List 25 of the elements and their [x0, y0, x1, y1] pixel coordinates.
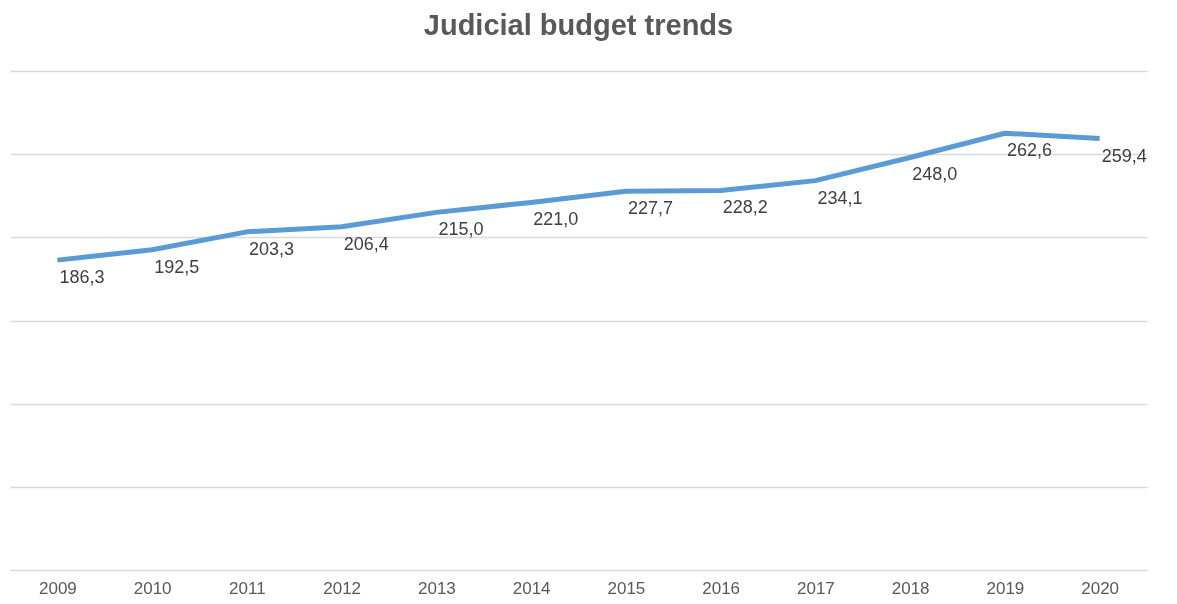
data-label: 259,4 [1101, 145, 1147, 166]
data-label: 228,2 [722, 197, 768, 218]
data-label: 221,0 [533, 209, 579, 230]
x-tick-label: 2020 [1081, 578, 1120, 598]
data-label: 248,0 [912, 164, 958, 185]
x-tick-label: 2017 [796, 578, 835, 598]
x-tick-label: 2012 [323, 578, 362, 598]
data-label: 215,0 [438, 219, 484, 240]
chart-title: Judicial budget trends [423, 9, 734, 41]
data-label: 186,3 [59, 267, 105, 288]
data-label: 227,7 [627, 198, 673, 219]
data-label: 192,5 [154, 256, 200, 277]
data-label: 203,3 [248, 238, 294, 259]
data-label: 262,6 [1006, 140, 1052, 161]
x-tick-label: 2009 [38, 578, 77, 598]
x-tick-label: 2015 [607, 578, 646, 598]
x-tick-label: 2011 [229, 578, 266, 598]
x-tick-label: 2019 [986, 578, 1025, 598]
x-tick-label: 2018 [891, 578, 930, 598]
x-tick-label: 2014 [512, 578, 551, 598]
x-tick-label: 2013 [417, 578, 456, 598]
x-tick-label: 2010 [133, 578, 172, 598]
data-label: 206,4 [343, 233, 389, 254]
x-tick-label: 2016 [702, 578, 741, 598]
data-label: 234,1 [817, 187, 863, 208]
